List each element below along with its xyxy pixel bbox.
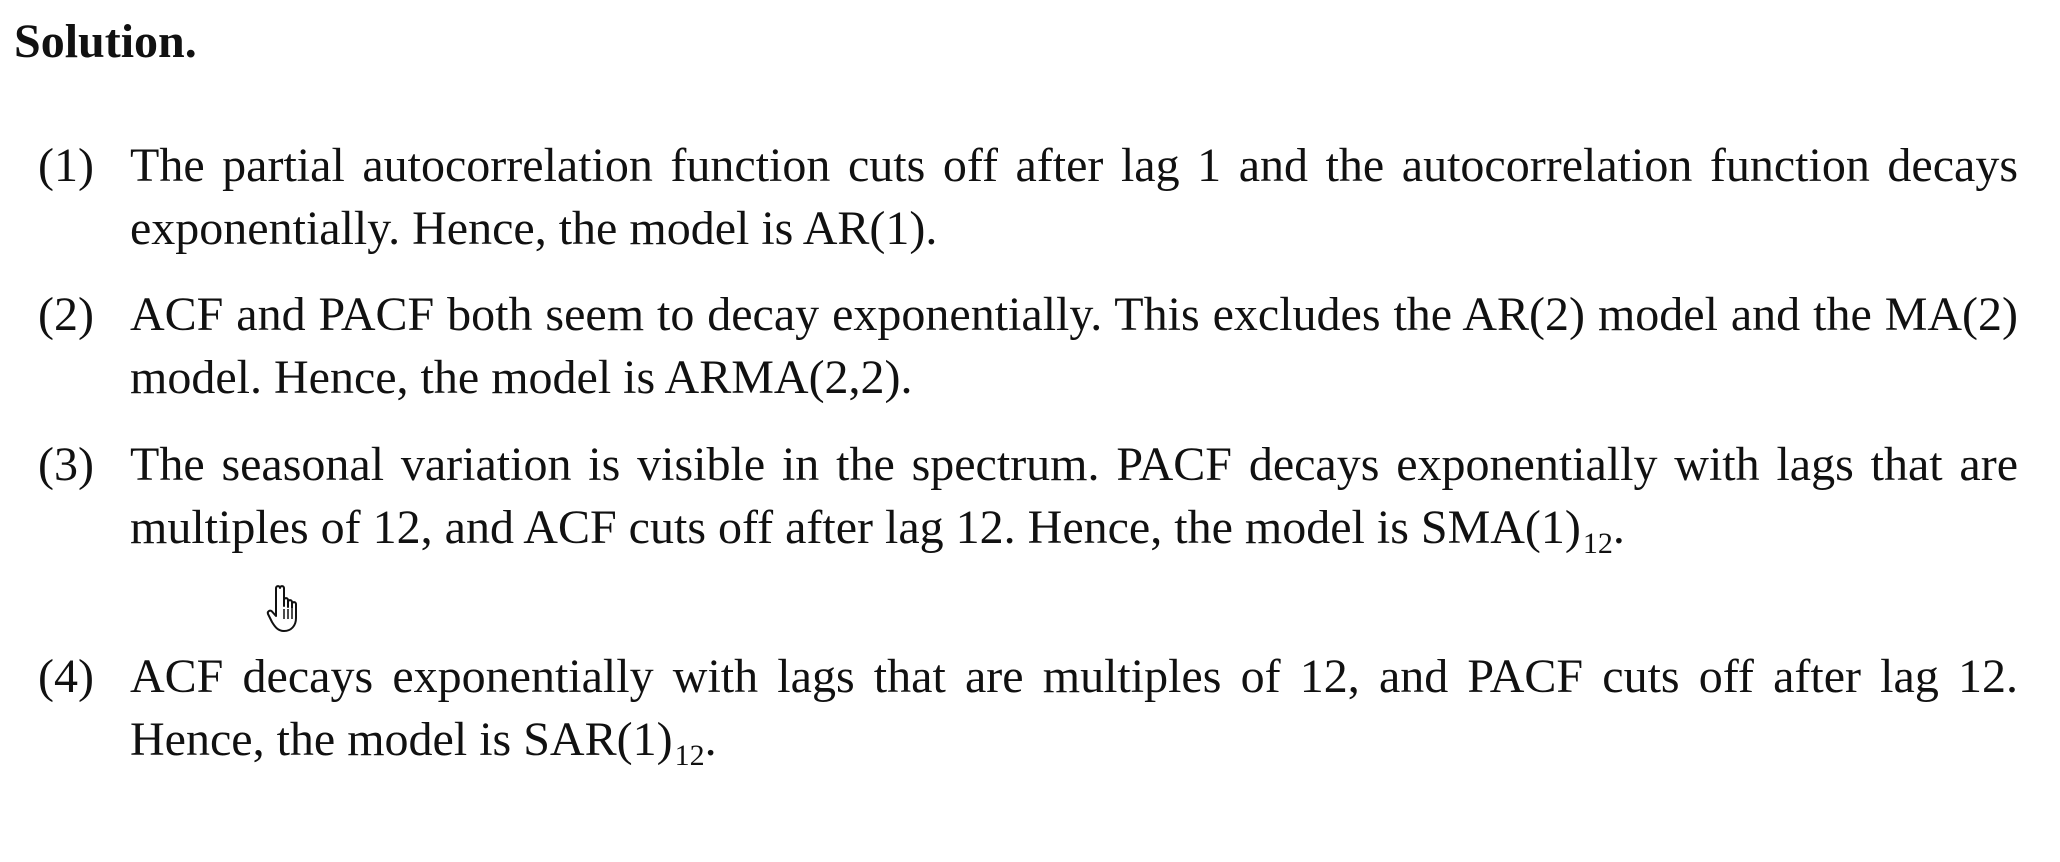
item-text: The seasonal variation is visible in the… bbox=[130, 438, 2018, 554]
list-item: (3) The seasonal variation is visible in… bbox=[38, 433, 2018, 559]
subscript: 12 bbox=[1582, 527, 1613, 560]
item-text: The partial autocorrelation function cut… bbox=[130, 139, 2018, 255]
item-number: (3) bbox=[38, 438, 94, 491]
solution-heading: Solution. bbox=[14, 15, 197, 68]
subscript: 12 bbox=[674, 739, 705, 772]
list-item: (1) The partial autocorrelation function… bbox=[38, 134, 2018, 260]
item-end: . bbox=[704, 713, 717, 766]
item-number: (2) bbox=[38, 288, 94, 341]
item-text-block: ACF decays exponentially with lags that … bbox=[130, 645, 2018, 771]
list-item: (4) ACF decays exponentially with lags t… bbox=[38, 645, 2018, 771]
item-text-block: The seasonal variation is visible in the… bbox=[130, 433, 2018, 559]
item-text: ACF decays exponentially with lags that … bbox=[130, 650, 2018, 766]
hand-pointer-icon bbox=[266, 585, 297, 632]
list-item: (2) ACF and PACF both seem to decay expo… bbox=[38, 283, 2018, 409]
item-end: . bbox=[1612, 501, 1625, 554]
item-number: (1) bbox=[38, 139, 94, 192]
item-text: ACF and PACF both seem to decay exponent… bbox=[130, 288, 2018, 404]
item-number: (4) bbox=[38, 650, 94, 703]
